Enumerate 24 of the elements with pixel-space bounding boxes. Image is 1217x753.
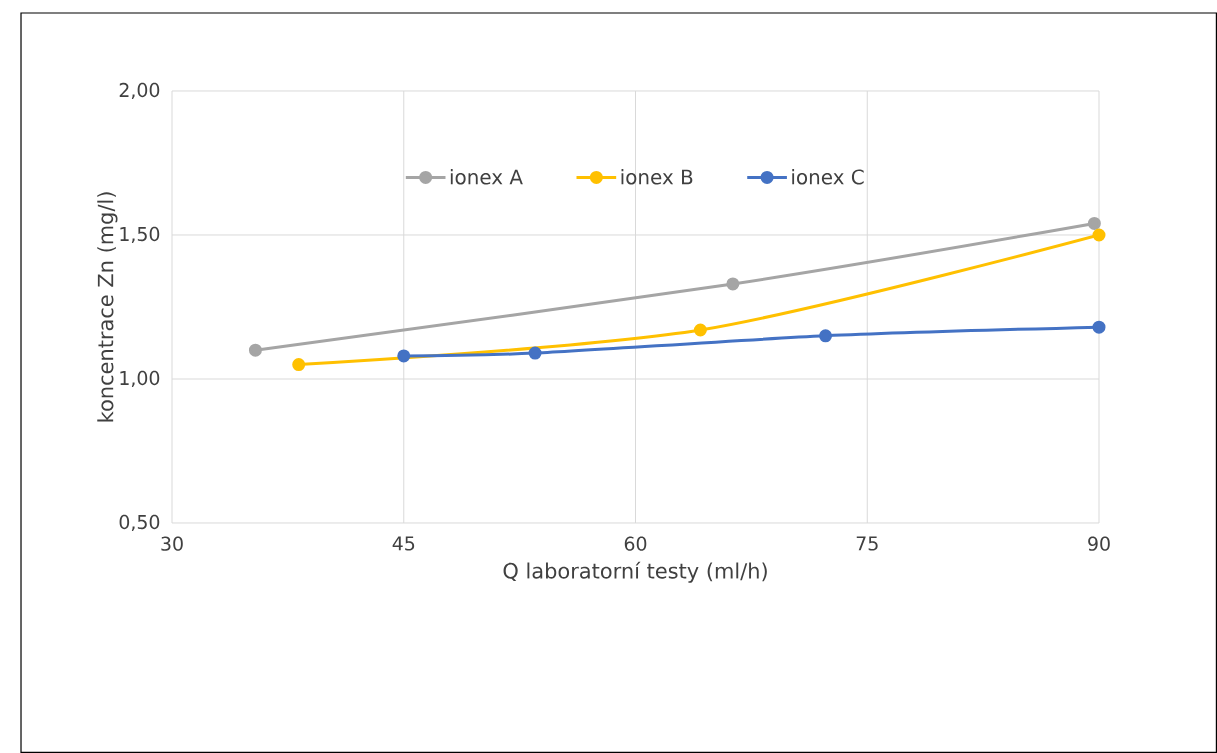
point: [1092, 228, 1106, 242]
point: [528, 346, 542, 360]
point: [397, 349, 411, 363]
point: [819, 329, 833, 343]
point: [292, 358, 306, 372]
point: [693, 323, 707, 337]
y-tick-label: 2,00: [119, 82, 160, 100]
legend-label: ionex C: [792, 169, 864, 185]
point: [1092, 320, 1106, 334]
y-tick-label: 1,50: [120, 226, 160, 244]
y-tick-label: 1,00: [120, 370, 160, 388]
y-axis-title: koncentrace Zn (mg/l): [97, 192, 118, 422]
point: [248, 343, 262, 357]
point: [1087, 216, 1101, 230]
point: [726, 277, 740, 291]
x-tick-label: 75: [856, 536, 878, 551]
x-tick-label: 30: [161, 536, 183, 551]
legend-label: ionex A: [450, 169, 523, 185]
x-tick-label: 45: [392, 536, 415, 551]
x-axis-title: Q laboratorní testy (ml/h): [503, 561, 767, 583]
legend-label: ionex B: [621, 169, 693, 185]
y-tick-label: 0,50: [119, 514, 160, 532]
x-tick-label: 60: [624, 536, 647, 551]
x-tick-label: 90: [1088, 536, 1110, 551]
